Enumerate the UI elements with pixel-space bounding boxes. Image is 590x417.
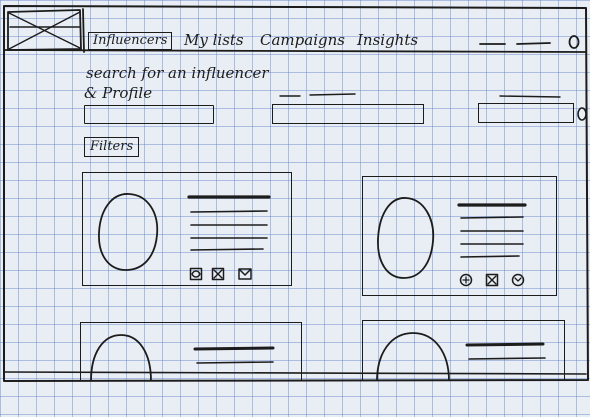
bookmark-icon[interactable] (485, 273, 499, 287)
search-title: search for an influencer (86, 64, 269, 82)
profile-details-placeholder (193, 346, 275, 364)
search-field-2[interactable] (272, 104, 424, 124)
profile-details-placeholder (187, 195, 271, 251)
avatar-placeholder (376, 332, 450, 381)
tab-my-lists[interactable]: My lists (184, 31, 244, 49)
influencer-card[interactable] (362, 320, 565, 381)
search-subtitle: & Profile (84, 84, 153, 102)
profile-icon[interactable] (566, 34, 582, 50)
search-field-3[interactable] (478, 103, 574, 123)
avatar-placeholder (377, 197, 435, 279)
profile-details-placeholder (457, 203, 527, 258)
search-submit-icon[interactable] (575, 104, 589, 124)
like-icon[interactable] (459, 273, 473, 287)
profile-details-placeholder (465, 342, 546, 360)
tab-campaigns[interactable]: Campaigns (260, 31, 345, 49)
filters-button[interactable]: Filters (84, 137, 140, 157)
like-icon[interactable] (189, 267, 203, 281)
logo-placeholder[interactable] (8, 10, 82, 50)
header-menu-placeholder[interactable] (478, 38, 552, 48)
message-icon[interactable] (511, 273, 525, 287)
search-input[interactable] (84, 105, 214, 124)
avatar-placeholder (90, 334, 152, 381)
tab-influencers[interactable]: Influencers (88, 32, 173, 50)
message-icon[interactable] (237, 267, 253, 281)
tab-insights[interactable]: Insights (357, 31, 419, 49)
avatar-placeholder (98, 193, 159, 271)
influencer-card[interactable] (82, 172, 292, 286)
influencer-card[interactable] (362, 176, 557, 296)
influencer-card[interactable] (80, 322, 302, 381)
bookmark-icon[interactable] (211, 267, 225, 281)
